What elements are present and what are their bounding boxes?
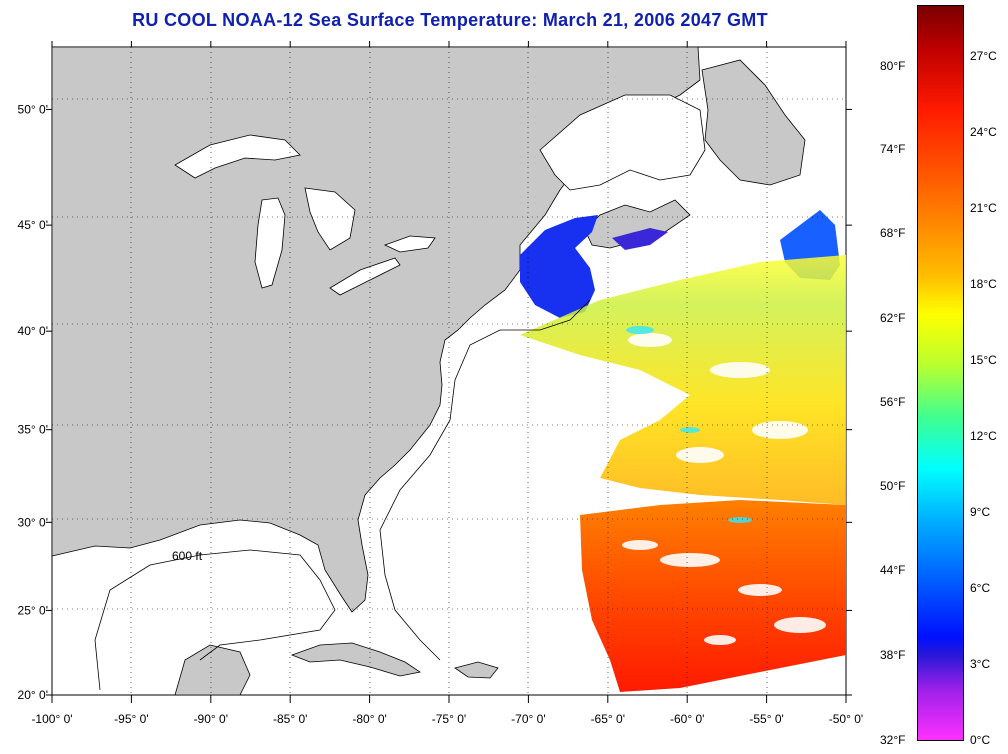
lake-erie	[329, 257, 401, 296]
lat-tick-label: 40° 0'	[18, 324, 48, 338]
lon-tick-label: -85° 0'	[273, 712, 307, 726]
land-newfoundland	[701, 59, 806, 186]
lat-tick-label: 50° 0'	[18, 102, 48, 116]
f-label: 44°F	[880, 563, 906, 577]
f-label: 38°F	[880, 648, 906, 662]
f-label: 80°F	[880, 59, 906, 73]
lat-tick-label: 45° 0'	[18, 218, 48, 232]
lon-tick-label: -95° 0'	[114, 712, 148, 726]
f-label: 56°F	[880, 395, 906, 409]
sst-mid-latitude-band	[520, 255, 846, 505]
c-label: 12°C	[970, 429, 997, 443]
land-cuba	[290, 642, 422, 677]
lon-tick-label: -80° 0'	[352, 712, 386, 726]
lon-tick-label: -50° 0'	[829, 712, 863, 726]
lon-tick-label: -55° 0'	[749, 712, 783, 726]
gulf-of-st-lawrence	[539, 94, 706, 191]
lon-tick-label: -70° 0'	[511, 712, 545, 726]
sst-overlay	[520, 210, 846, 692]
lake-huron	[304, 187, 356, 251]
land-hispaniola	[454, 661, 499, 679]
isobath-contour	[379, 299, 591, 661]
lat-tick-label: 30° 0'	[18, 515, 48, 529]
c-label: 21°C	[970, 201, 997, 215]
c-label: 24°C	[970, 125, 997, 139]
lon-tick-label: -90° 0'	[194, 712, 228, 726]
map-title: RU COOL NOAA-12 Sea Surface Temperature:…	[132, 10, 768, 30]
f-label: 50°F	[880, 479, 906, 493]
lon-tick-label: -75° 0'	[432, 712, 466, 726]
lat-tick-label: 20° 0'	[18, 688, 48, 702]
c-label: 15°C	[970, 353, 997, 367]
lon-tick-label: -100° 0'	[31, 712, 72, 726]
lake-ontario	[383, 235, 436, 253]
lake-superior	[174, 134, 301, 179]
isobath-label: 600 ft	[172, 549, 203, 563]
lat-tick-label: 35° 0'	[18, 423, 48, 437]
c-label: 27°C	[970, 49, 997, 63]
c-label: 9°C	[970, 505, 991, 519]
lat-axis: 50° 0' 45° 0' 40° 0' 35° 0' 30° 0' 25° 0' 20° …	[18, 102, 852, 702]
sst-cool-patches	[626, 326, 752, 523]
f-label: 68°F	[880, 226, 906, 240]
c-label: 3°C	[970, 657, 991, 671]
isobath-gulf	[94, 549, 336, 691]
lon-tick-label: -65° 0'	[591, 712, 625, 726]
f-label: 62°F	[880, 311, 906, 325]
c-label: 18°C	[970, 277, 997, 291]
f-label: 74°F	[880, 142, 906, 156]
grid-lines	[52, 47, 846, 695]
land-yucatan	[174, 644, 251, 696]
sst-cold-nova-scotia-shelf	[612, 228, 668, 250]
f-label: 32°F	[880, 733, 906, 747]
lat-tick-label: 25° 0'	[18, 603, 48, 617]
lake-michigan	[254, 197, 286, 289]
c-label: 0°C	[970, 733, 991, 747]
sst-cold-gulf-of-maine	[520, 215, 598, 318]
lon-tick-label: -60° 0'	[670, 712, 704, 726]
lon-axis: -100° 0' -95° 0' -90° 0' -85° 0' -80° 0' -75°…	[31, 41, 863, 726]
land-nova-scotia	[584, 199, 691, 249]
c-label: 6°C	[970, 581, 991, 595]
colorbar	[917, 5, 964, 741]
cloud-gaps	[622, 333, 826, 645]
